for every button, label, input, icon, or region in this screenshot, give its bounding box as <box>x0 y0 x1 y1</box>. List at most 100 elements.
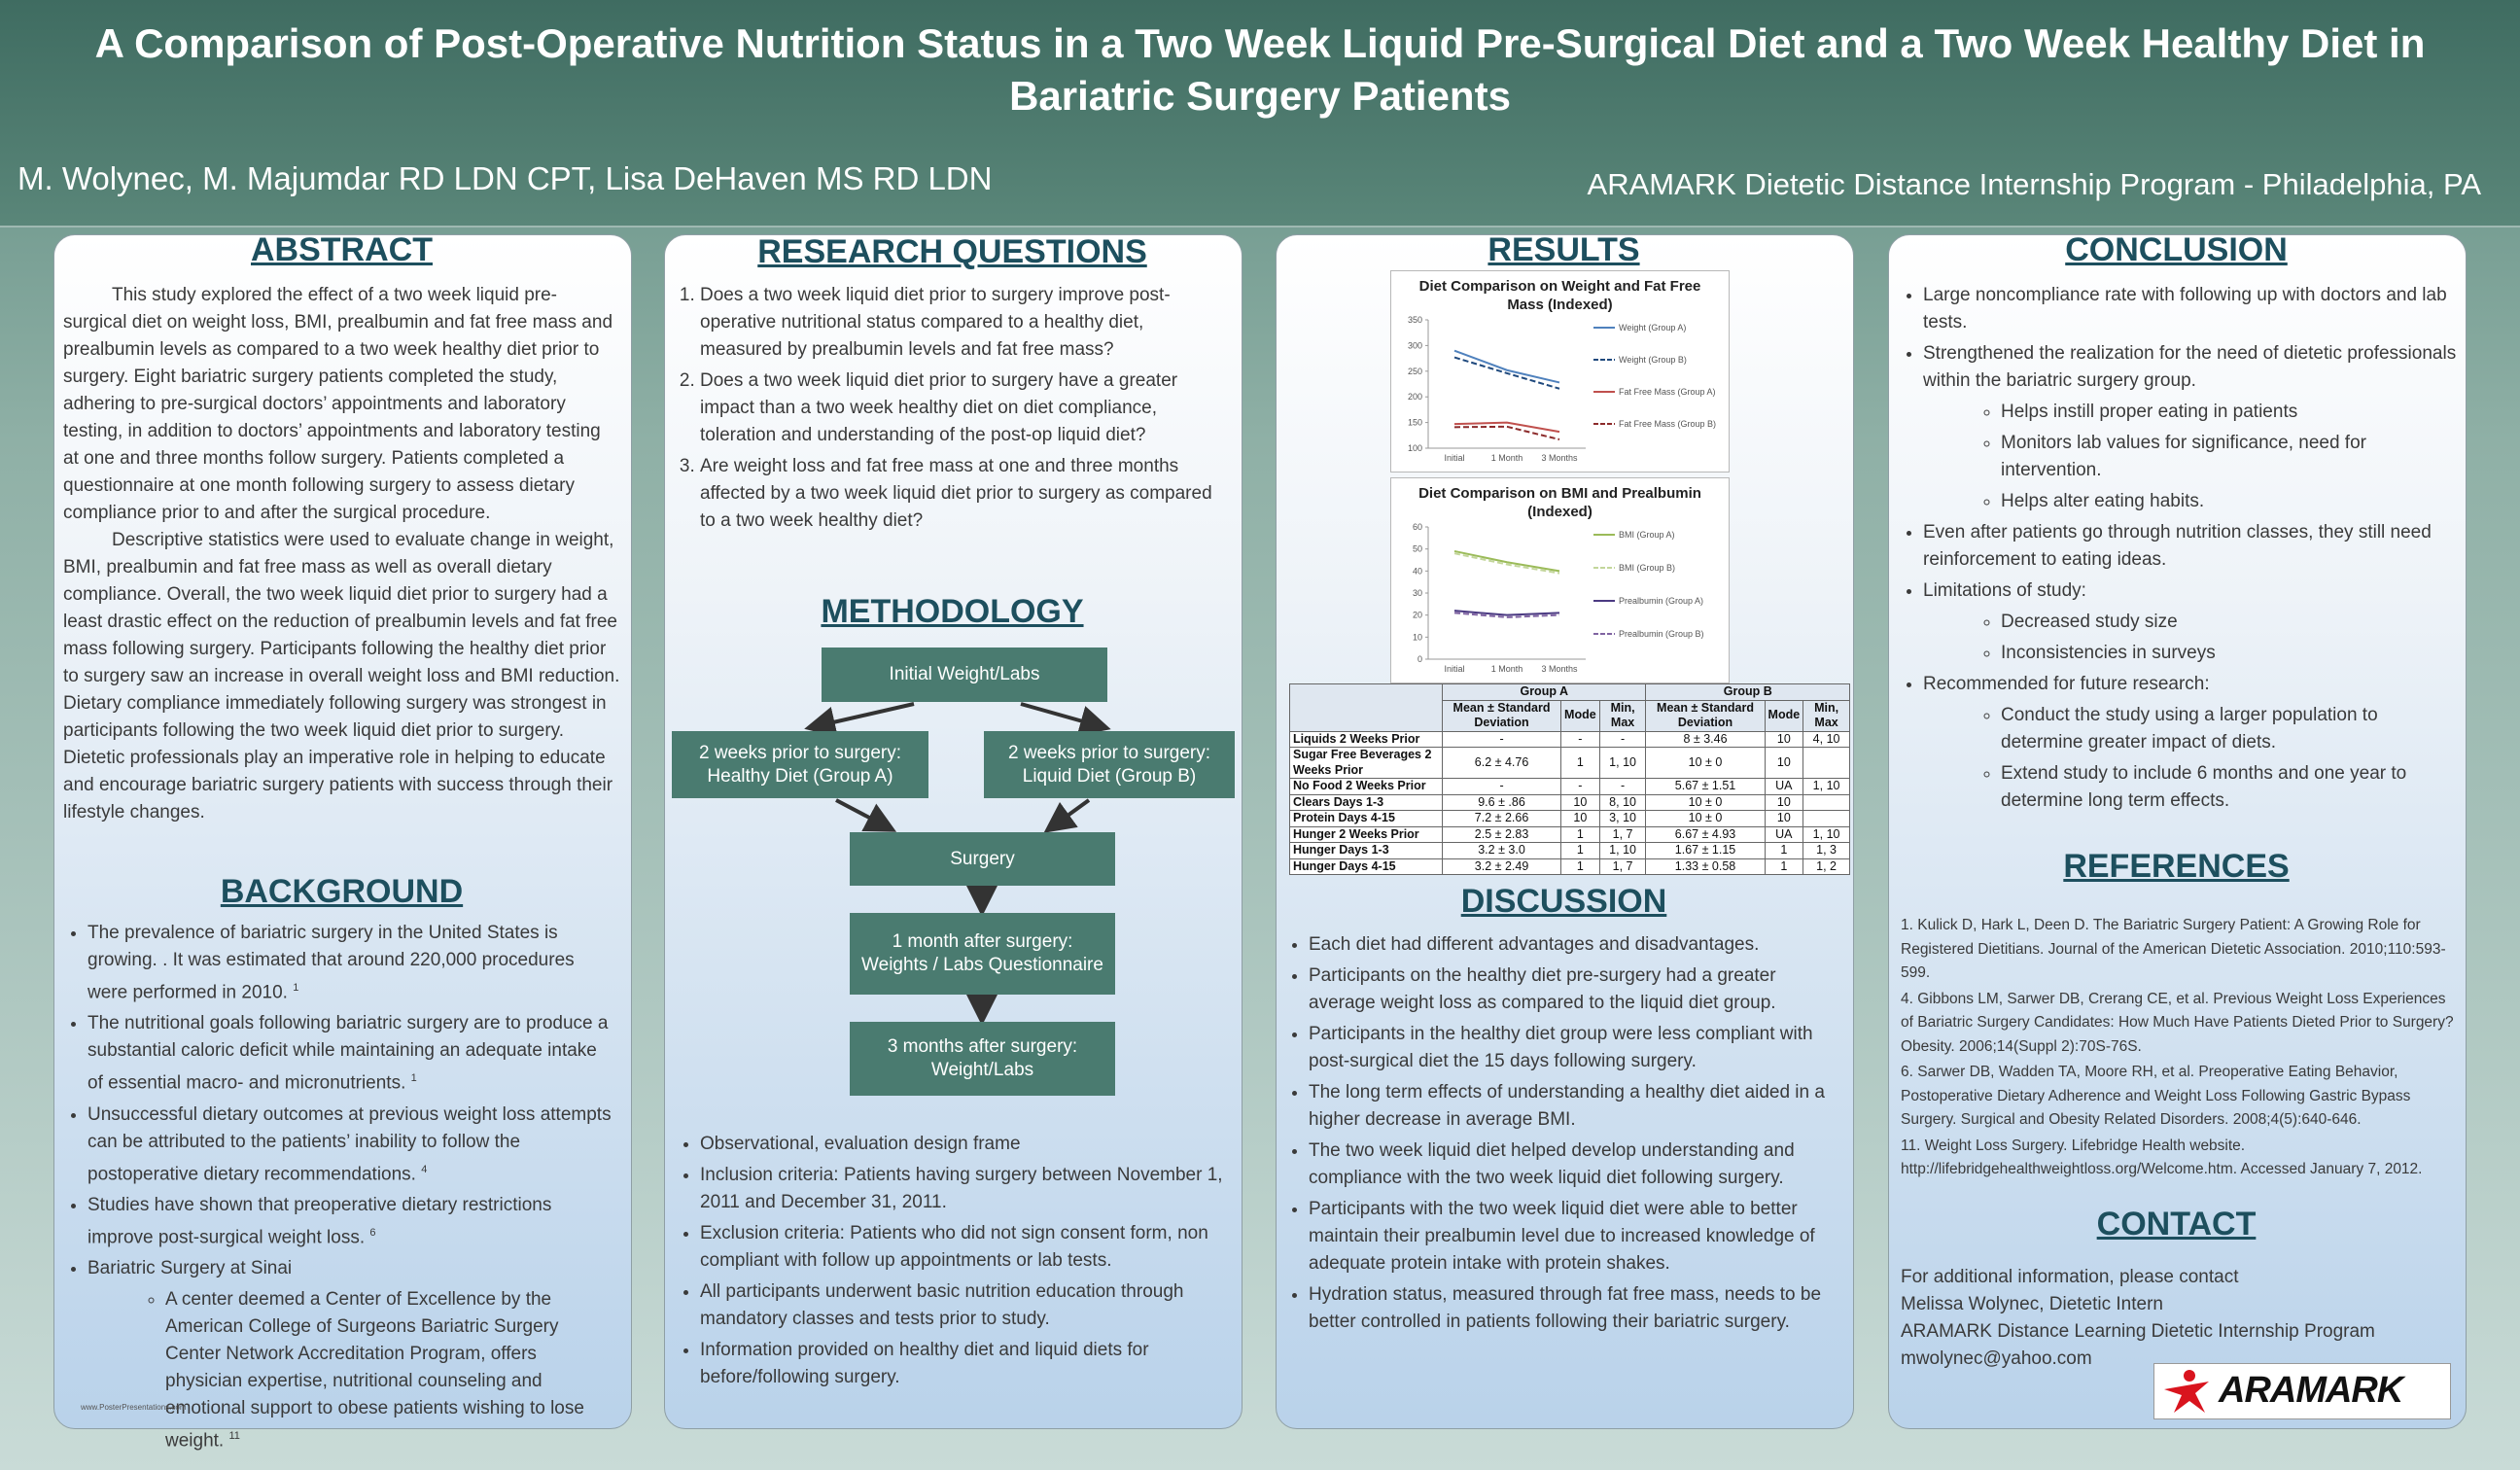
reference: 11. Weight Loss Surgery. Lifebridge Heal… <box>1901 1137 2423 1178</box>
table-row: Hunger Days 4-15 3.2 ± 2.49 1 1, 7 1.33 ± 0.… <box>1289 858 1850 875</box>
section-heading: BACKGROUND <box>220 873 464 910</box>
y-tick-label: 40 <box>1413 566 1422 576</box>
table-cell: - <box>1560 730 1600 748</box>
x-tick-label: Initial <box>1444 664 1464 674</box>
row-label: Hunger 2 Weeks Prior <box>1289 825 1443 843</box>
logo: ARAMARK <box>2153 1363 2451 1419</box>
line-series <box>1453 356 1560 390</box>
list: Decreased study size Inconsistencies in s… <box>1923 609 2458 667</box>
table-cell: 1 <box>1560 825 1600 843</box>
table-cell: 1.33 ± 0.58 <box>1645 858 1766 875</box>
table-column: Mode <box>1560 699 1600 732</box>
table-cell <box>1289 683 1443 732</box>
legend-label: Prealbumin (Group B) <box>1619 629 1704 639</box>
legend-label: Fat Free Mass (Group B) <box>1619 419 1716 429</box>
paragraph: This study explored the effect of a two … <box>63 285 613 523</box>
table-row: Liquids 2 Weeks Prior - - -8 ± 3.46 10 4, 10 <box>1289 730 1850 748</box>
contact-line: ARAMARK Distance Learning Dietetic Inter… <box>1901 1321 2375 1342</box>
column <box>1888 234 2467 1429</box>
contact-line: Melissa Wolynec, Dietetic Intern <box>1901 1294 2163 1314</box>
table-cell: 5.67 ± 1.51 <box>1645 778 1766 795</box>
row-label: No Food 2 Weeks Prior <box>1289 778 1443 795</box>
background: The prevalence of bariatric surgery in t… <box>58 920 614 1459</box>
list-item: A center deemed a Center of Excellence b… <box>165 1286 614 1454</box>
line-series <box>1453 610 1560 616</box>
table-cell: - <box>1598 778 1647 795</box>
list: Helps instill proper eating in patients M… <box>1923 399 2458 515</box>
y-tick-label: 350 <box>1408 315 1422 325</box>
y-tick-label: 200 <box>1408 392 1422 402</box>
list-item: Recommended for future research: Conduct … <box>1923 671 2458 815</box>
table-cell <box>1802 810 1850 827</box>
section-heading: DISCUSSION <box>1460 883 1667 920</box>
y-tick-label: 60 <box>1413 522 1422 532</box>
item-text: Recommended for future research: <box>1923 674 2210 694</box>
line-series <box>1453 421 1560 434</box>
item-text: Bariatric Surgery at Sinai <box>88 1258 293 1279</box>
item-text: Monitors lab values for significance, ne… <box>2001 433 2366 480</box>
chart-plot: 100 150 200 250 300 350 Initial 1 Month 3 Months… <box>1408 315 1716 463</box>
list: Each diet had different advantages and d… <box>1279 931 1845 1336</box>
table-cell: 1, 7 <box>1598 858 1647 875</box>
line-series <box>1453 425 1560 440</box>
item-text: Extend study to include 6 months and one… <box>2001 763 2407 811</box>
table-cell: 1 <box>1560 842 1600 859</box>
flow-node: Surgery <box>850 832 1115 886</box>
chart-title: Diet Comparison on Weight and Fat Free M… <box>1418 278 1701 313</box>
table-group: Group B <box>1645 683 1850 701</box>
table-cell: - <box>1598 730 1647 748</box>
list-item: Even after patients go through nutrition… <box>1923 519 2458 574</box>
reference: 6. Sarwer DB, Wadden TA, Moore RH, et al… <box>1901 1064 2411 1128</box>
item-text: Decreased study size <box>2001 612 2178 632</box>
header: A Comparison of Post-Operative Nutrition… <box>0 0 2520 228</box>
table-header-row: Group A Group B <box>1289 683 1850 732</box>
row-label: Sugar Free Beverages 2 Weeks Prior <box>1289 747 1443 779</box>
column <box>664 234 1242 1429</box>
footnote-ref: 6 <box>369 1226 376 1239</box>
research-questions: Does a two week liquid diet prior to sur… <box>671 282 1230 539</box>
table-cell: 1, 7 <box>1598 825 1647 843</box>
item-text: Large noncompliance rate with following … <box>1923 285 2447 332</box>
table-cell: 1, 10 <box>1598 842 1647 859</box>
table-cell: 9.6 ± .86 <box>1441 793 1562 811</box>
legend-label: Weight (Group B) <box>1619 355 1687 365</box>
table-cell: 3, 10 <box>1598 810 1647 827</box>
footnote-ref: 1 <box>293 982 299 994</box>
table-cell: UA <box>1764 778 1804 795</box>
line-series <box>1453 552 1560 575</box>
y-tick-label: 100 <box>1408 443 1422 453</box>
line-series <box>1453 612 1560 618</box>
list-item: Bariatric Surgery at Sinai A center deeme… <box>88 1255 614 1454</box>
legend-label: BMI (Group A) <box>1619 530 1675 540</box>
table-row: Sugar Free Beverages 2 Weeks Prior 6.2 ± … <box>1289 747 1850 779</box>
line-series <box>1453 549 1560 573</box>
flow-node: 2 weeks prior to surgery: Liquid Diet (G… <box>984 731 1235 798</box>
item-text: Helps alter eating habits. <box>2001 491 2205 511</box>
list-item: Does a two week liquid diet prior to sur… <box>700 282 1230 364</box>
results-table: Group A Group B Mean ± Standard Deviation M… <box>1289 683 1850 875</box>
reference: 1. Kulick D, Hark L, Deen D. The Bariatr… <box>1901 917 2446 981</box>
flow-node: 3 months after surgery: Weight/Labs <box>850 1022 1115 1096</box>
list-item: Studies have shown that preoperative die… <box>88 1192 614 1251</box>
y-tick-label: 300 <box>1408 340 1422 350</box>
x-tick-label: 1 Month <box>1491 453 1523 463</box>
table-cell: 1 <box>1764 842 1804 859</box>
flow-node: Initial Weight/Labs <box>822 648 1107 702</box>
table-cell: 6.2 ± 4.76 <box>1441 747 1562 779</box>
list-item: Participants on the healthy diet pre-sur… <box>1309 962 1845 1017</box>
contact: For additional information, please conta… <box>1901 1264 2455 1373</box>
table-cell <box>1802 747 1850 779</box>
footer-url: www.PosterPresentations.com <box>81 1403 187 1412</box>
paragraph: Descriptive statistics were used to eval… <box>63 530 620 822</box>
list-item: All participants underwent basic nutriti… <box>700 1278 1230 1333</box>
list-item: The prevalence of bariatric surgery in t… <box>88 920 614 1006</box>
table-cell: 1, 3 <box>1802 842 1850 859</box>
y-tick-label: 20 <box>1413 611 1422 620</box>
list-item: Inconsistencies in surveys <box>2001 640 2458 667</box>
logo-text: ARAMARK <box>2219 1370 2403 1411</box>
list-item: Decreased study size <box>2001 609 2458 636</box>
list-item: Large noncompliance rate with following … <box>1923 282 2458 336</box>
row-label: Clears Days 1-3 <box>1289 793 1443 811</box>
list-item: Conduct the study using a larger populat… <box>2001 702 2458 756</box>
table-cell: 1, 10 <box>1802 778 1850 795</box>
